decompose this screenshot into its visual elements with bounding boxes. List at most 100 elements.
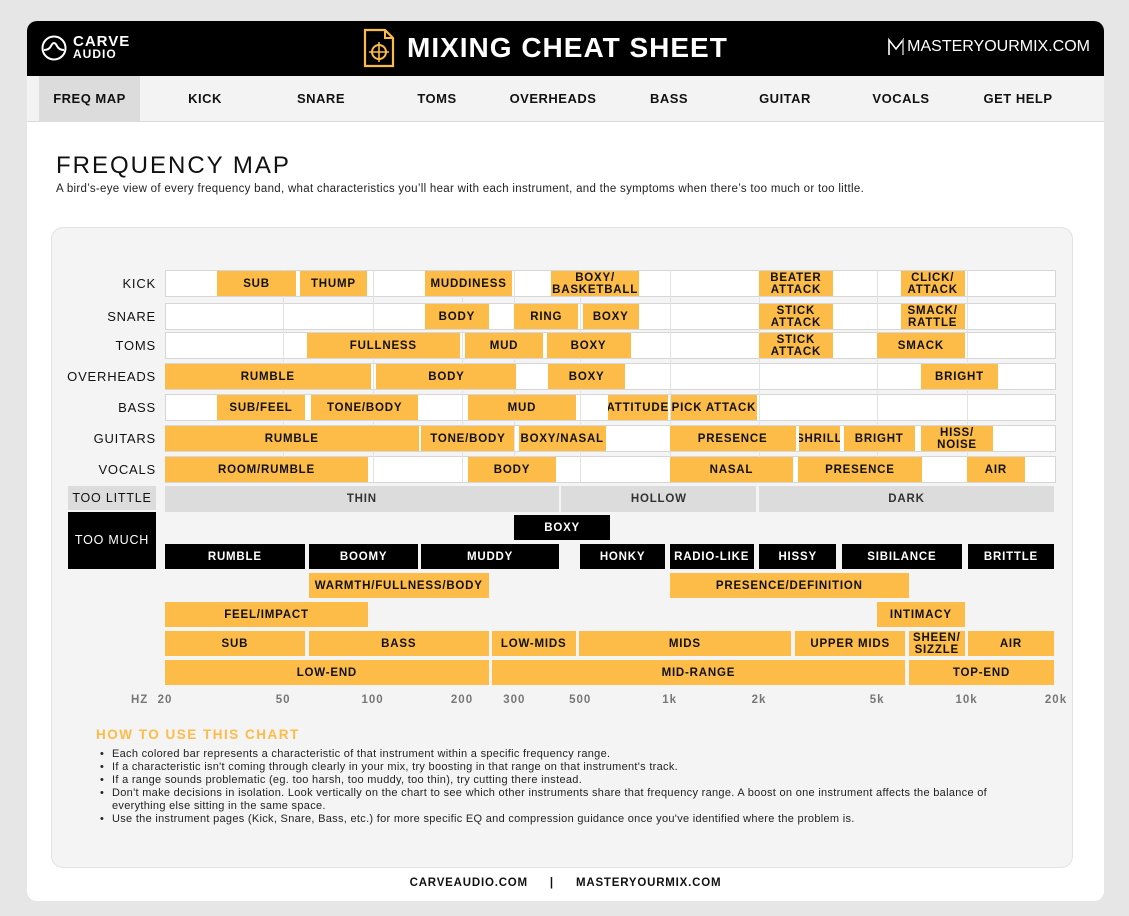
guitars-band-shrill: SHRILL [798, 426, 840, 451]
bass-band-attitude: ATTITUDE [607, 395, 668, 420]
x-tick-label: 2k [751, 694, 767, 706]
range-band-upper-mids: UPPER MIDS [795, 631, 905, 656]
toms-band-stick-attack: STICK ATTACK [759, 333, 833, 358]
too-much-band-rumble: RUMBLE [165, 544, 305, 569]
how-to-item: Each colored bar represents a characteri… [100, 748, 1030, 761]
how-to-item: Use the instrument pages (Kick, Snare, B… [100, 813, 1030, 826]
kick-band-sub: SUB [217, 271, 296, 296]
characteristic-band-warmth-fullness-body: WARMTH/FULLNESS/BODY [308, 573, 489, 598]
footer-link-masteryourmix[interactable]: MASTERYOURMIX.COM [575, 877, 722, 889]
bass-band-sub-feel: SUB/FEEL [217, 395, 305, 420]
snare-band-ring: RING [514, 304, 579, 329]
x-tick-label: 200 [450, 694, 474, 706]
tab-bass[interactable]: BASS [649, 91, 689, 106]
toms-band-mud: MUD [465, 333, 543, 358]
how-to-item: If a range sounds problematic (eg. too h… [100, 774, 1030, 787]
too-little-band-dark: DARK [759, 486, 1054, 512]
snare-band-boxy: BOXY [582, 304, 639, 329]
kick-band-click-attack: CLICK/ ATTACK [900, 271, 965, 296]
too-much-band-brittle: BRITTLE [967, 544, 1054, 569]
kick-band-boxy-basketball: BOXY/ BASKETBALL [551, 271, 639, 296]
row-label-guitars: GUITARS [93, 431, 156, 446]
guitars-band-rumble: RUMBLE [165, 426, 419, 451]
carve-wave-icon [41, 35, 67, 61]
tab-overheads[interactable]: OVERHEADS [509, 91, 597, 106]
bass-band-mud: MUD [468, 395, 576, 420]
snare-band-smack-rattle: SMACK/ RATTLE [900, 304, 965, 329]
frequency-grid: SUB THUMP MUDDINESS BOXY/ BASKETBALL BEATER … [165, 270, 1056, 686]
too-much-band-honky: HONKY [580, 544, 665, 569]
gridline-1k [670, 270, 671, 482]
x-axis-unit: HZ [131, 694, 149, 706]
too-much-band-boxy: BOXY [514, 515, 610, 540]
toms-band-boxy: BOXY [546, 333, 631, 358]
cheat-sheet-document-icon [363, 28, 395, 68]
tab-kick[interactable]: KICK [188, 91, 222, 106]
vocals-band-body: BODY [468, 457, 556, 482]
overheads-band-boxy: BOXY [548, 364, 626, 389]
range-band-top-end: TOP-END [909, 660, 1054, 685]
too-much-band-boomy: BOOMY [308, 544, 419, 569]
characteristic-band-presence-definition: PRESENCE/DEFINITION [669, 573, 909, 598]
range-band-air: AIR [967, 631, 1054, 656]
tab-toms[interactable]: TOMS [417, 91, 457, 106]
row-label-kick: KICK [122, 276, 156, 291]
too-much-band-muddy: MUDDY [421, 544, 559, 569]
x-tick-label: 500 [569, 694, 592, 706]
page-title: FREQUENCY MAP [56, 152, 291, 179]
frequency-map-panel: KICK SNARE TOMS OVERHEADS BASS GUITARS V… [51, 227, 1073, 868]
tab-freq-map[interactable]: FREQ MAP [39, 76, 140, 122]
overheads-band-body: BODY [376, 364, 517, 389]
masteryourmix-logo[interactable]: MASTERYOURMIX.COM [888, 38, 1090, 56]
gridline-2k [759, 270, 760, 482]
range-band-sheen-sizzle: SHEEN/ SIZZLE [909, 631, 965, 656]
vocals-band-air: AIR [966, 457, 1026, 482]
footer: CARVEAUDIO.COM | MASTERYOURMIX.COM [27, 877, 1104, 889]
x-tick-label: 100 [361, 694, 384, 706]
range-band-low-mids: LOW-MIDS [491, 631, 576, 656]
guitars-band-hiss-noise: HISS/ NOISE [920, 426, 994, 451]
range-band-bass: BASS [308, 631, 489, 656]
row-label-overheads: OVERHEADS [67, 369, 156, 384]
row-label-vocals: VOCALS [98, 462, 156, 477]
carve-audio-logo[interactable]: CARVE AUDIO [41, 33, 131, 61]
characteristic-band-feel-impact: FEEL/IMPACT [165, 602, 368, 627]
row-label-too-much: TOO MUCH [68, 512, 156, 569]
snare-band-body: BODY [424, 304, 489, 329]
footer-separator: | [549, 877, 554, 889]
range-band-sub: SUB [165, 631, 305, 656]
guitars-band-tone-body: TONE/BODY [421, 426, 515, 451]
characteristic-band-intimacy: INTIMACY [877, 602, 965, 627]
toms-band-smack: SMACK [877, 333, 965, 358]
tab-snare[interactable]: SNARE [296, 91, 345, 106]
toms-band-fullness: FULLNESS [306, 333, 460, 358]
bass-band-pick-attack: PICK ATTACK [670, 395, 757, 420]
kick-band-thump: THUMP [300, 271, 367, 296]
tab-get-help[interactable]: GET HELP [983, 91, 1053, 106]
brand-line-1: CARVE [73, 33, 131, 50]
kick-band-muddiness: MUDDINESS [424, 271, 513, 296]
how-to-title: HOW TO USE THIS CHART [96, 727, 300, 742]
x-tick-label: 20k [1044, 694, 1068, 706]
vocals-band-room-rumble: ROOM/RUMBLE [165, 457, 368, 482]
range-band-mids: MIDS [578, 631, 791, 656]
too-much-band-hissy: HISSY [759, 544, 837, 569]
x-tick-label: 300 [503, 694, 526, 706]
x-tick-label: 1k [662, 694, 677, 706]
row-label-toms: TOMS [115, 338, 156, 353]
brand-line-2: AUDIO [73, 47, 117, 61]
x-tick-label: 20 [157, 694, 173, 706]
x-tick-label: 50 [275, 694, 291, 706]
row-label-too-little: TOO LITTLE [68, 486, 156, 510]
page-header-title: MIXING CHEAT SHEET [407, 32, 728, 63]
tab-guitar[interactable]: GUITAR [759, 91, 811, 106]
vocals-band-nasal: NASAL [669, 457, 794, 482]
myx-m-icon [888, 38, 904, 55]
how-to-item: Don't make decisions in isolation. Look … [100, 787, 1030, 813]
tab-vocals[interactable]: VOCALS [872, 91, 930, 106]
guitars-band-bright: BRIGHT [843, 426, 915, 451]
guitars-band-presence: PRESENCE [669, 426, 796, 451]
range-band-low-end: LOW-END [165, 660, 489, 685]
footer-link-carveaudio[interactable]: CARVEAUDIO.COM [409, 877, 528, 889]
row-label-bass: BASS [118, 400, 156, 415]
